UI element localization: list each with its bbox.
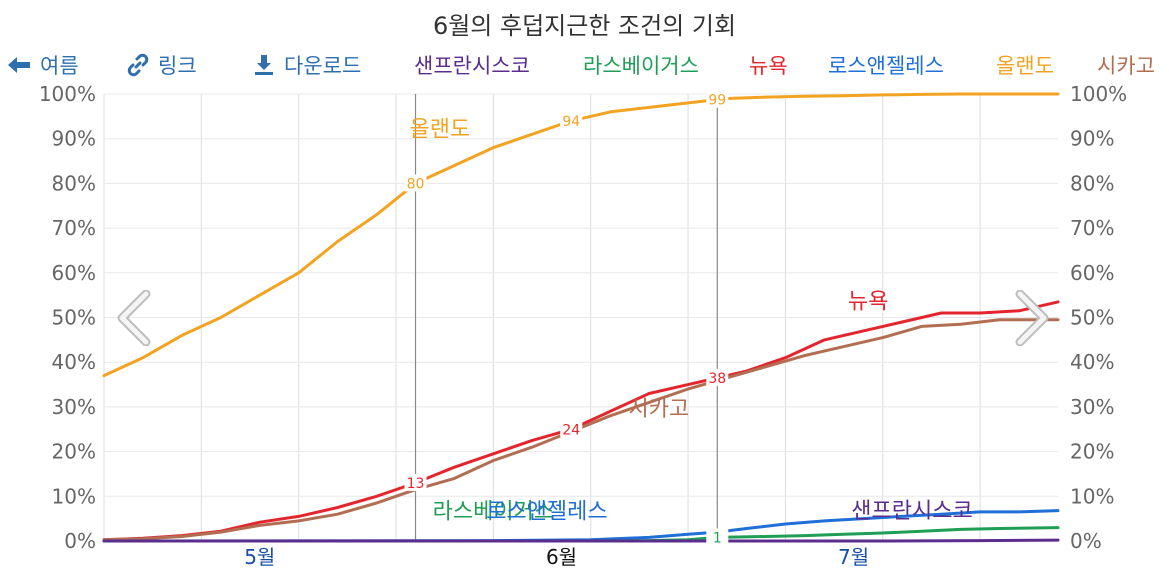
y-tick-label-left: 20% — [52, 440, 96, 464]
y-tick-label-right: 20% — [1070, 440, 1114, 464]
data-label-bg — [404, 473, 427, 491]
series-line — [102, 92, 1060, 378]
y-tick-label-left: 90% — [52, 127, 96, 151]
series-annotation: 라스베이거스 — [433, 500, 554, 525]
chevron-left-icon — [117, 289, 151, 347]
back-label: 여름 — [40, 54, 79, 78]
chevron-right-icon — [1015, 289, 1049, 347]
data-label-bg — [404, 174, 427, 192]
data-label: 99 — [708, 93, 726, 109]
link-label: 링크 — [158, 54, 197, 78]
y-tick-label-left: 70% — [52, 216, 96, 240]
prev-arrow-button[interactable] — [114, 289, 154, 347]
arrow-left-icon — [8, 57, 30, 73]
link-icon — [127, 53, 149, 77]
y-tick-label-left: 30% — [52, 395, 96, 419]
y-tick-label-left: 80% — [52, 171, 96, 195]
series-annotation: 시카고 — [629, 397, 690, 422]
series-line — [102, 509, 1060, 543]
y-tick-label-left: 50% — [52, 306, 96, 330]
toolbar: 여름 링크 다운로드 샌프란시스코 라스베이거스 뉴욕 로스앤젤레스 올랜도 시… — [0, 50, 1169, 82]
y-tick-label-right: 70% — [1070, 216, 1114, 240]
data-label: 38 — [708, 371, 726, 387]
y-tick-label-right: 60% — [1070, 261, 1114, 285]
y-tick-label-left: 100% — [39, 82, 96, 106]
x-tick-label: 5월 — [244, 545, 275, 569]
link-button[interactable]: 링크 — [126, 50, 197, 80]
y-tick-label-right: 100% — [1070, 82, 1127, 106]
y-tick-label-right: 50% — [1070, 306, 1114, 330]
legend-item-losangeles[interactable]: 로스앤젤레스 — [828, 54, 944, 78]
y-tick-label-right: 10% — [1070, 484, 1114, 508]
data-label-bg — [560, 111, 583, 129]
series-annotation: 올랜도 — [409, 117, 470, 142]
download-icon — [255, 55, 273, 75]
legend-item-lasvegas[interactable]: 라스베이거스 — [583, 54, 699, 78]
y-tick-label-left: 0% — [64, 529, 96, 553]
data-label: 80 — [407, 176, 425, 192]
series-annotation: 로스앤젤레스 — [486, 500, 607, 525]
y-tick-label-right: 30% — [1070, 395, 1114, 419]
data-label: 13 — [407, 476, 425, 492]
data-label: 24 — [562, 422, 580, 438]
data-label-bg — [560, 420, 583, 438]
download-button[interactable]: 다운로드 — [252, 50, 361, 80]
legend-item-chicago[interactable]: 시카고 — [1097, 54, 1155, 78]
legend-item-newyork[interactable]: 뉴욕 — [749, 54, 788, 78]
x-tick-label: 7월 — [838, 545, 869, 569]
y-tick-label-right: 40% — [1070, 350, 1114, 374]
y-tick-label-left: 60% — [52, 261, 96, 285]
series-line — [102, 538, 1060, 543]
back-button[interactable]: 여름 — [6, 50, 79, 80]
legend-item-sanfrancisco[interactable]: 샌프란시스코 — [414, 54, 530, 78]
data-label-bg — [706, 368, 729, 386]
legend-item-orlando[interactable]: 올랜도 — [996, 54, 1054, 78]
data-label: 94 — [562, 114, 580, 130]
y-tick-label-right: 0% — [1070, 529, 1102, 553]
next-arrow-button[interactable] — [1012, 289, 1052, 347]
data-label-bg — [706, 528, 729, 546]
data-label-bg — [706, 90, 729, 108]
y-tick-label-right: 80% — [1070, 171, 1114, 195]
data-label: 1 — [713, 530, 722, 546]
series-annotation: 뉴욕 — [848, 290, 888, 315]
series-line — [102, 300, 1060, 542]
y-tick-label-left: 40% — [52, 350, 96, 374]
chart-title: 6월의 후덥지근한 조건의 기회 — [432, 12, 737, 40]
y-tick-label-right: 90% — [1070, 127, 1114, 151]
y-tick-label-left: 10% — [52, 484, 96, 508]
x-tick-label: 6월 — [546, 545, 577, 569]
series-annotation: 샌프란시스코 — [851, 499, 972, 524]
download-label: 다운로드 — [284, 54, 362, 78]
